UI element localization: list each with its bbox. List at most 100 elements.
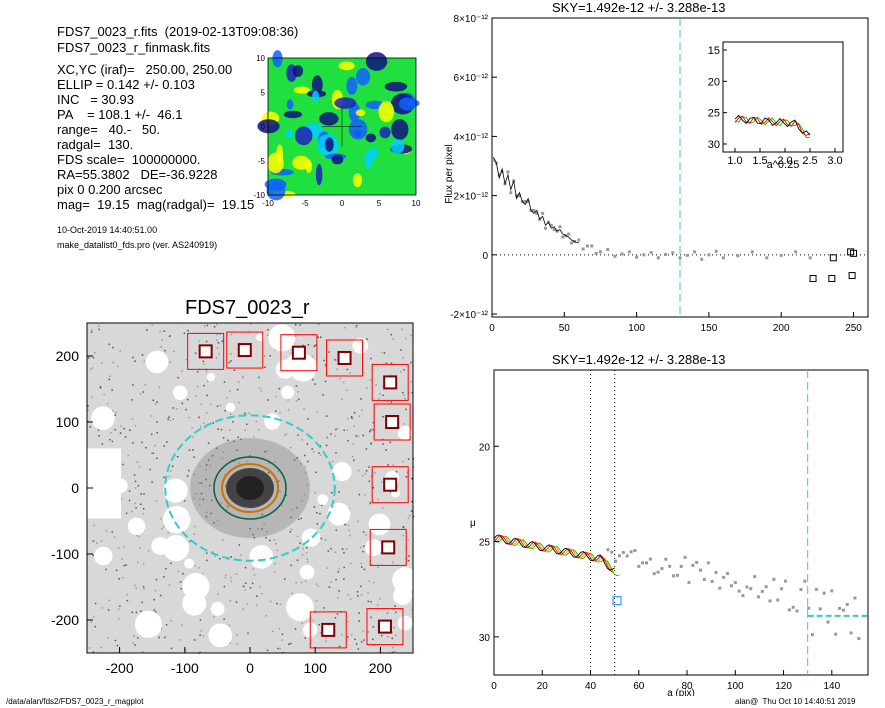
- image-noise-speck: [236, 388, 239, 391]
- image-noise-speck: [142, 507, 145, 510]
- image-noise-speck: [385, 449, 387, 451]
- image-noise-speck: [380, 351, 383, 354]
- image-noise-speck: [323, 359, 325, 362]
- image-noise-speck: [320, 454, 322, 456]
- image-noise-speck: [279, 490, 281, 493]
- image-noise-speck: [319, 632, 322, 634]
- image-noise-speck: [221, 340, 223, 343]
- mask-box-inner: [381, 540, 396, 555]
- flux-square-point: [828, 275, 836, 283]
- mu-xtick-label: 80: [681, 681, 693, 692]
- image-noise-speck: [202, 422, 205, 425]
- image-noise-speck: [200, 492, 203, 495]
- mu-grey-point: [617, 554, 621, 558]
- image-noise-speck: [369, 429, 372, 431]
- image-noise-speck: [224, 576, 227, 579]
- param-pa: PA = 108.1 +/- 46.1: [57, 107, 183, 122]
- image-noise-speck: [169, 470, 172, 472]
- image-noise-speck: [188, 416, 190, 419]
- image-noise-speck: [231, 459, 233, 461]
- image-noise-speck: [314, 344, 317, 347]
- flux-grey-point: [500, 170, 504, 174]
- param-radec: RA=55.3802 DE=-36.9228: [57, 167, 218, 182]
- image-noise-speck: [358, 493, 361, 496]
- image-mask-hole: [275, 359, 295, 379]
- galaxy-nucleus: [236, 476, 264, 500]
- image-noise-speck: [345, 523, 347, 526]
- mu-grey-point: [614, 559, 618, 563]
- image-noise-speck: [189, 540, 191, 543]
- image-noise-speck: [229, 429, 231, 431]
- image-noise-speck: [295, 581, 297, 584]
- flux-grey-point: [535, 211, 539, 215]
- mu-grey-point: [710, 579, 714, 583]
- image-noise-speck: [258, 387, 261, 389]
- image-noise-speck: [91, 329, 93, 331]
- image-noise-speck: [344, 523, 346, 526]
- flux-grey-point: [506, 170, 510, 174]
- flux-grey-point: [526, 200, 530, 204]
- image-noise-speck: [236, 634, 238, 636]
- image-noise-speck: [294, 335, 297, 337]
- image-noise-speck: [343, 552, 345, 554]
- image-noise-speck: [312, 619, 315, 622]
- mu-grey-point: [776, 598, 780, 602]
- footer-path: /data/alan/fds2/FDS7_0023_r_magplot: [6, 697, 144, 706]
- mu-grey-point: [648, 557, 652, 561]
- file-line: FDS7_0023_r.fits (2019-02-13T09:08:36): [57, 24, 299, 39]
- image-noise-speck: [274, 461, 276, 463]
- image-mask-hole: [268, 324, 296, 352]
- mu-grey-point: [695, 560, 699, 564]
- image-noise-speck: [363, 494, 366, 496]
- flux-grey-point: [664, 253, 668, 257]
- image-noise-speck: [101, 362, 103, 365]
- image-noise-speck: [164, 349, 166, 352]
- image-noise-speck: [314, 383, 316, 385]
- mask-box-inner: [321, 622, 336, 637]
- image-noise-speck: [316, 512, 318, 514]
- image-noise-speck: [363, 545, 365, 548]
- image-noise-speck: [293, 459, 296, 461]
- image-noise-speck: [198, 482, 201, 484]
- mu-xtick-label: 100: [727, 681, 744, 692]
- mu-grey-point: [733, 581, 737, 585]
- image-noise-speck: [98, 328, 100, 331]
- image-noise-speck: [276, 470, 279, 473]
- flux-grey-point: [585, 244, 589, 248]
- image-noise-speck: [205, 464, 208, 466]
- image-noise-speck: [393, 650, 396, 653]
- flux-square-point: [809, 275, 817, 283]
- image-noise-speck: [307, 460, 309, 463]
- contour-blob: [390, 139, 405, 154]
- image-noise-speck: [357, 469, 360, 472]
- image-noise-speck: [351, 633, 353, 636]
- image-noise-speck: [131, 418, 134, 421]
- contour-blob: [292, 155, 311, 170]
- flux-grey-point: [606, 248, 610, 252]
- mu-grey-point: [675, 573, 679, 577]
- image-noise-speck: [347, 524, 350, 527]
- image-noise-speck: [217, 342, 220, 344]
- mu-grey-point: [764, 585, 768, 589]
- image-noise-speck: [368, 580, 371, 583]
- image-noise-speck: [118, 577, 121, 580]
- image-noise-speck: [206, 552, 208, 554]
- image-noise-speck: [167, 532, 170, 534]
- flux-grey-point: [570, 241, 574, 245]
- image-noise-speck: [366, 387, 368, 389]
- image-noise-speck: [94, 602, 97, 605]
- image-noise-speck: [209, 403, 212, 406]
- image-noise-speck: [194, 564, 196, 567]
- image-noise-speck: [183, 332, 186, 335]
- param-ellip: ELLIP = 0.142 +/- 0.103: [57, 77, 195, 92]
- flux-grey-point: [491, 158, 495, 162]
- image-noise-speck: [341, 633, 343, 636]
- image-noise-speck: [314, 492, 316, 494]
- image-noise-speck: [316, 523, 319, 525]
- image-noise-speck: [142, 562, 145, 565]
- image-noise-speck: [205, 469, 207, 471]
- inset-xtick-label: 2.0: [777, 155, 792, 167]
- mu-xtick-label: 140: [823, 681, 840, 692]
- image-noise-speck: [305, 580, 307, 582]
- image-noise-speck: [205, 515, 208, 518]
